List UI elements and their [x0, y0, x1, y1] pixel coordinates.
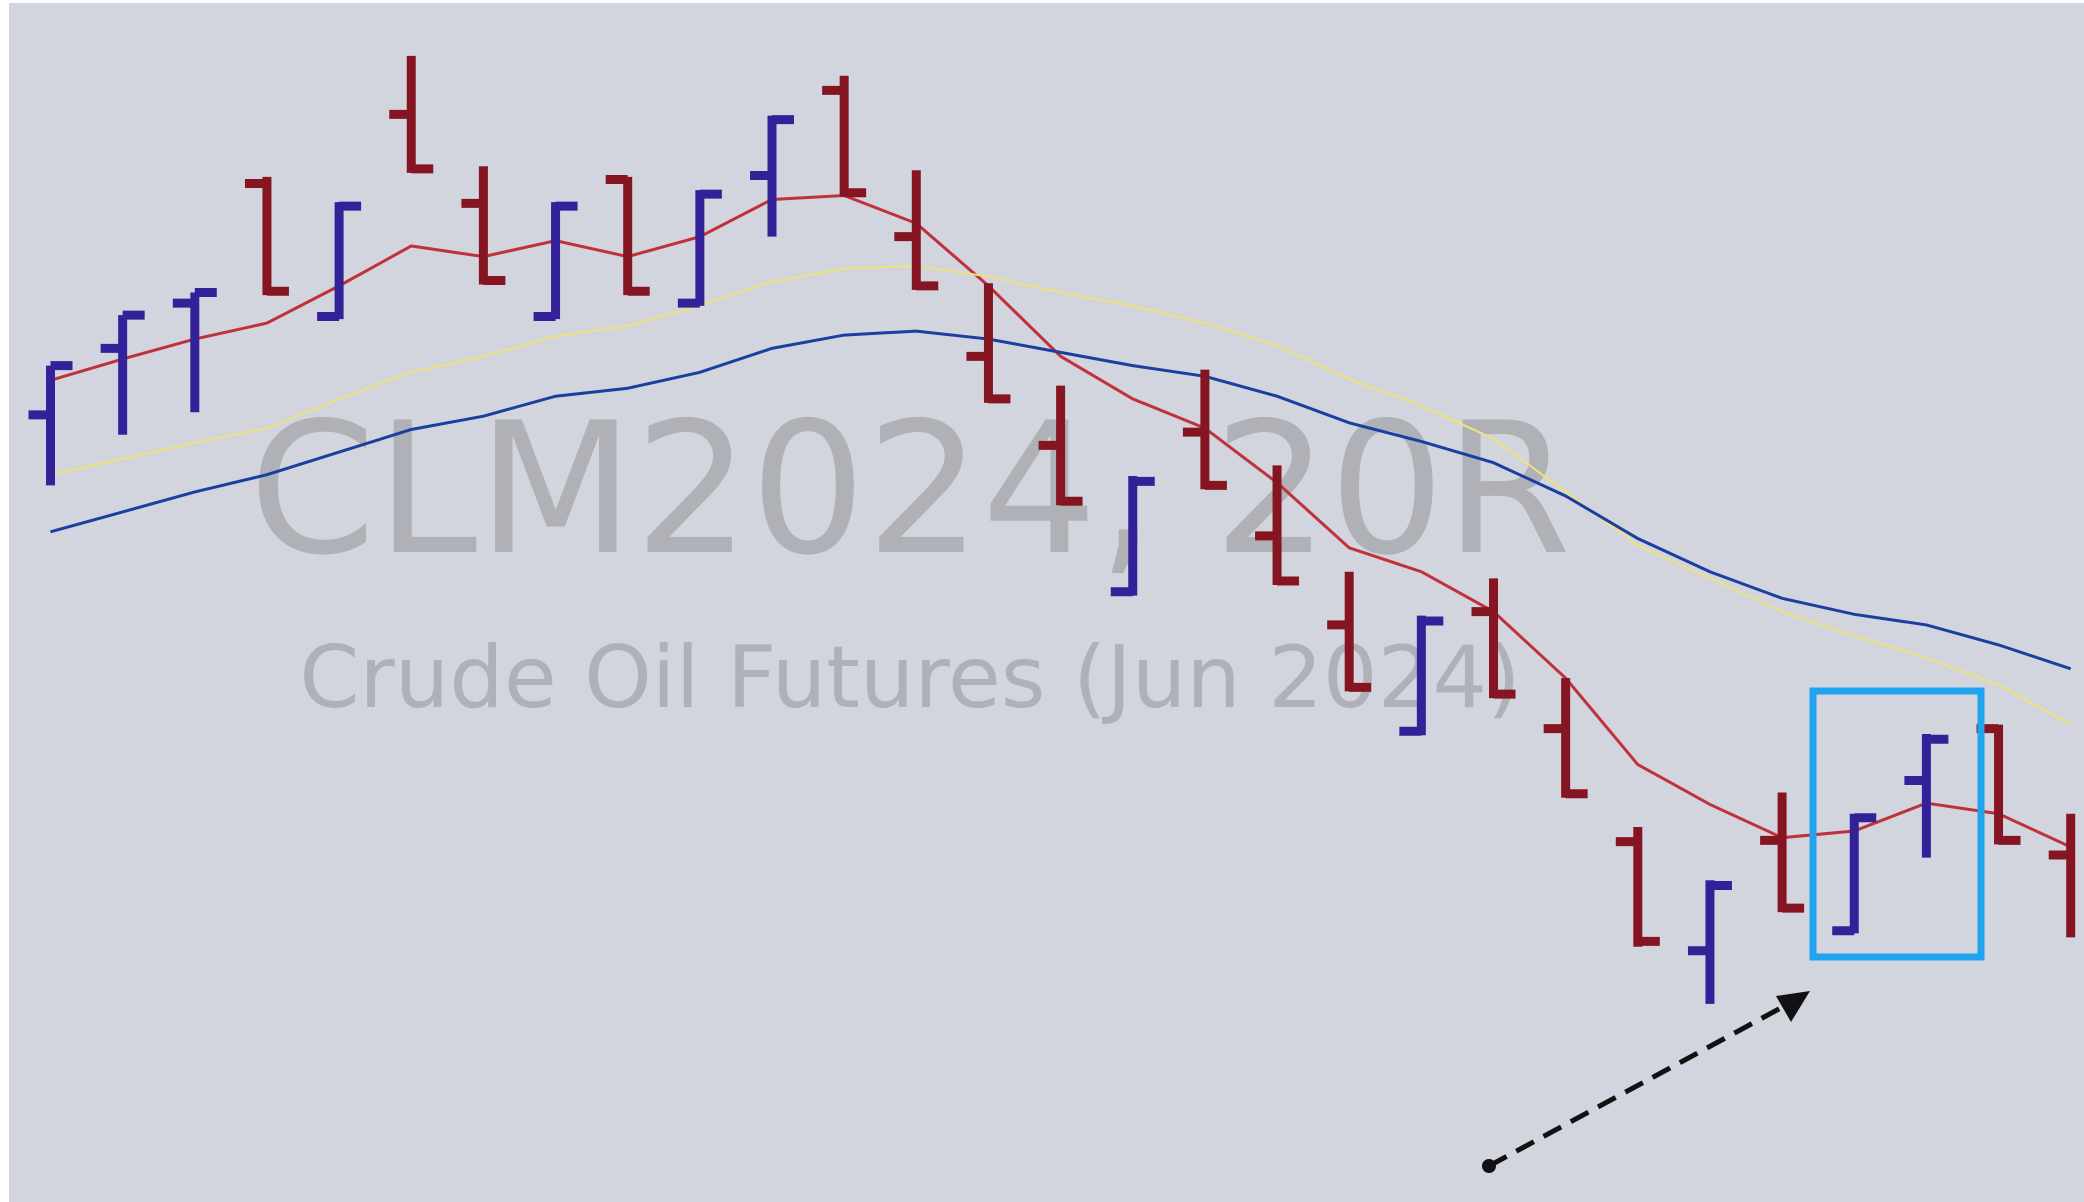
moving-average-line	[50, 264, 2072, 726]
moving-average-line	[50, 329, 2072, 671]
highlight-box	[1809, 687, 1985, 961]
annotation-arrow	[1487, 1000, 1792, 1169]
plot-background	[9, 3, 2084, 1202]
arrow-tail	[1482, 1159, 1496, 1173]
arrow-head	[1776, 991, 1810, 1022]
moving-averages	[50, 193, 2072, 849]
watermark-name: Crude Oil Futures (Jun 2024)	[299, 628, 1520, 728]
watermark-symbol: CLM2024, 20R	[249, 383, 1571, 595]
moving-average-line	[50, 193, 2072, 849]
ohlc-bars	[28, 55, 2076, 1004]
